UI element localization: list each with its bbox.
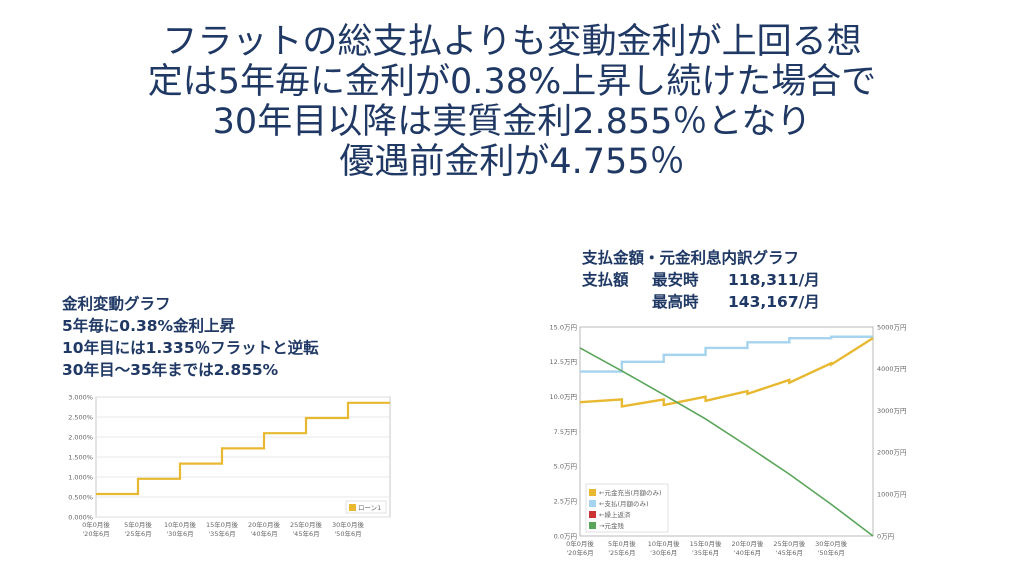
title-line-3: 30年目以降は実質金利2.855％となり [212,102,812,142]
left-caption-line-3: 10年目には1.335％フラットと逆転 [62,339,319,357]
x-tick-date-label: '20年6月 [82,529,109,538]
legend-label: ←繰上返済 [599,510,631,519]
payment-line [580,335,873,373]
slide-title: フラットの総支払よりも変動金利が上回る想 定は5年毎に金利が0.38%上昇し続け… [0,22,1024,182]
interest-rate-chart: 3.000% 2.500% 2.000% 1.500% 1.000% 0.500% 0.00… [68,393,391,538]
x-tick-label: 10年0月後 [164,520,196,529]
x-tick-date-label: '25年6月 [608,548,635,557]
x-tick-date-label: '45年6月 [292,529,319,538]
payment-label-empty [582,291,652,313]
payment-min-row: 支払額 最安時 118,311/月 [582,269,820,291]
x-tick-date-label: '50年6月 [818,548,845,557]
y-right-tick-label: 3000万円 [877,407,907,415]
left-caption-line-4: 30年目～35年までは2.855% [62,361,279,379]
x-tick-label: 25年0月後 [773,539,805,548]
x-tick-date-label: '30年6月 [650,548,677,557]
payment-breakdown-chart: 15.0万円 12.5万円 10.0万円 7.5万円 5.0万円 2.5万円 0.0万円 50… [550,323,907,557]
y-tick-label: 3.000% [68,393,93,401]
y-right-tick-label: 1000万円 [877,491,907,499]
payment-chart-caption: 支払金額・元金利息内訳グラフ 支払額 最安時 118,311/月 最高時 143… [582,247,820,313]
x-tick-label: 5年0月後 [608,539,636,548]
interest-rate-line [96,401,390,496]
x-tick-label: 20年0月後 [731,539,763,548]
y-left-tick-label: 12.5万円 [550,358,577,366]
y-right-tick-label: 4000万円 [877,365,907,373]
right-caption-line-1: 支払金額・元金利息内訳グラフ [582,249,800,267]
title-line-2: 定は5年毎に金利が0.38%上昇し続けた場合で [147,62,877,102]
interest-chart-caption: 金利変動グラフ 5年毎に0.38%金利上昇 10年目には1.335％フラットと逆… [62,293,319,381]
y-left-tick-label: 15.0万円 [550,323,577,331]
y-tick-label: 0.000% [68,513,93,521]
x-tick-date-label: '30年6月 [166,529,193,538]
y-left-tick-label: 5.0万円 [554,463,577,471]
x-tick-date-label: '35年6月 [208,529,235,538]
x-tick-date-label: '45年6月 [776,548,803,557]
payment-min-label: 最安時 [652,271,699,289]
y-tick-label: 2.500% [68,413,93,421]
x-tick-date-label: '40年6月 [734,548,761,557]
x-tick-date-label: '25年6月 [124,529,151,538]
legend-swatch [589,500,596,507]
y-right-tick-label: 0万円 [877,532,894,540]
remaining-principal-line [579,347,874,537]
y-right-tick-label: 2000万円 [877,449,907,457]
left-caption-line-2: 5年毎に0.38%金利上昇 [62,317,236,335]
x-tick-label: 0年0月後 [82,520,110,529]
title-line-1: フラットの総支払よりも変動金利が上回る想 [162,22,862,62]
y-right-tick-label: 5000万円 [877,323,907,331]
x-tick-label: 25年0月後 [290,520,322,529]
x-tick-label: 20年0月後 [248,520,280,529]
legend-swatch [589,489,596,496]
x-tick-label: 30年0月後 [815,539,847,548]
y-left-tick-label: 0.0万円 [554,532,577,540]
principal-line [579,337,874,408]
title-line-4: 優遇前金利が4.755％ [339,142,685,182]
y-tick-label: 2.000% [68,433,93,441]
legend-label-loan1: ローン1 [358,504,381,512]
payment-max-row: 最高時 143,167/月 [582,291,820,313]
x-tick-label: 0年0月後 [566,539,594,548]
y-tick-label: 1.000% [68,473,93,481]
x-tick-label: 10年0月後 [648,539,680,548]
y-tick-label: 1.500% [68,453,93,461]
x-tick-label: 15年0月後 [206,520,238,529]
left-caption-line-1: 金利変動グラフ [62,295,171,313]
legend-label: →元金残 [599,521,624,530]
payment-label: 支払額 [582,271,629,289]
x-tick-date-label: '20年6月 [566,548,593,557]
x-tick-date-label: '40年6月 [250,529,277,538]
payment-max-value: 143,167/月 [728,293,820,311]
x-tick-date-label: '50年6月 [334,529,361,538]
legend-swatch-loan1 [349,504,356,511]
legend-label: ←支払(月額のみ) [599,499,649,508]
y-tick-label: 0.500% [68,493,93,501]
x-tick-label: 30年0月後 [332,520,364,529]
legend-box [585,483,669,533]
payment-max-label: 最高時 [652,293,699,311]
legend-label: ←元金充当(月額のみ) [599,488,662,497]
y-left-tick-label: 2.5万円 [554,497,577,505]
legend-swatch [589,522,596,529]
payment-min-value: 118,311/月 [728,271,820,289]
x-tick-label: 15年0月後 [690,539,722,548]
x-tick-date-label: '35年6月 [692,548,719,557]
legend-swatch [589,511,596,518]
x-tick-label: 5年0月後 [124,520,152,529]
y-left-tick-label: 10.0万円 [550,393,577,401]
y-left-tick-label: 7.5万円 [554,428,577,436]
